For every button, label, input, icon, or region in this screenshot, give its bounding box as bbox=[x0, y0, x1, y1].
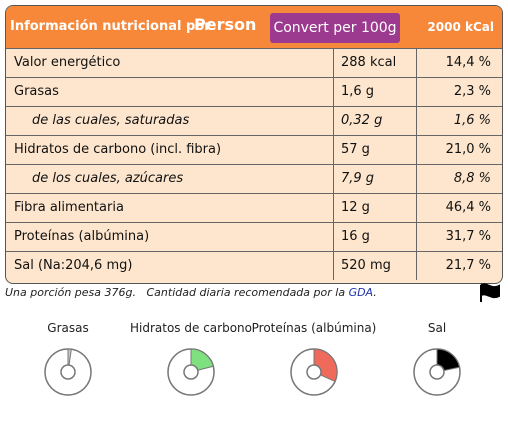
table-row: de las cuales, saturadas 0,32 g 1,6 % bbox=[6, 106, 502, 135]
table-cell: Proteínas (albúmina) bbox=[14, 229, 150, 244]
gauge-label: Proteínas (albúmina) bbox=[252, 321, 377, 335]
table-cell: Hidratos de carbono (incl. fibra) bbox=[14, 142, 222, 157]
column-separator bbox=[333, 194, 334, 222]
table-cell: Fibra alimentaria bbox=[14, 200, 124, 215]
table-cell: 14,4 % bbox=[445, 55, 491, 70]
table-row: Hidratos de carbono (incl. fibra) 57 g 21,… bbox=[6, 135, 502, 164]
table-row: Proteínas (albúmina) 16 g 31,7 % bbox=[6, 222, 502, 251]
gauge-wedge bbox=[190, 348, 214, 373]
column-separator bbox=[416, 107, 417, 135]
gauge-label: Grasas bbox=[47, 321, 88, 335]
gda-link[interactable]: GDA bbox=[348, 286, 374, 299]
table-cell: Sal (Na:204,6 mg) bbox=[14, 258, 133, 273]
column-separator bbox=[333, 223, 334, 251]
column-separator bbox=[416, 194, 417, 222]
column-separator bbox=[416, 223, 417, 251]
column-separator bbox=[333, 78, 334, 106]
table-header: Información nutricional por Person Conve… bbox=[6, 6, 502, 48]
table-cell: 8,8 % bbox=[453, 171, 491, 186]
column-separator bbox=[333, 252, 334, 280]
portion-note: Una porción pesa 376g. bbox=[5, 286, 136, 299]
gauge-hole bbox=[306, 364, 322, 380]
table-cell: 1,6 % bbox=[453, 113, 491, 128]
gda-note: Cantidad diaria recomendada por la bbox=[146, 286, 346, 299]
table-row: Fibra alimentaria 12 g 46,4 % bbox=[6, 193, 502, 222]
header-reference: 2000 kCal bbox=[427, 20, 494, 34]
table-row: Grasas 1,6 g 2,3 % bbox=[6, 77, 502, 106]
flag-icon[interactable] bbox=[477, 282, 503, 304]
column-separator bbox=[416, 49, 417, 77]
table-cell: 7,9 g bbox=[341, 171, 375, 186]
table-cell: 288 kcal bbox=[341, 55, 397, 70]
table-cell: de las cuales, saturadas bbox=[32, 113, 190, 128]
table-row: Valor energético 288 kcal 14,4 % bbox=[6, 48, 502, 77]
gauge-label: Hidratos de carbono bbox=[130, 321, 252, 335]
table-cell: 0,32 g bbox=[341, 113, 383, 128]
table-cell: 2,3 % bbox=[453, 84, 491, 99]
footer-end: . bbox=[373, 286, 377, 299]
column-separator bbox=[416, 252, 417, 280]
table-cell: 12 g bbox=[341, 200, 370, 215]
column-separator bbox=[333, 49, 334, 77]
convert-button[interactable]: Convert per 100g bbox=[270, 13, 400, 43]
footer: Una porción pesa 376g. Cantidad diaria r… bbox=[5, 286, 377, 299]
column-separator bbox=[416, 136, 417, 164]
table-cell: Valor energético bbox=[14, 55, 121, 70]
gauge-label: Sal bbox=[428, 321, 446, 335]
table-cell: 1,6 g bbox=[341, 84, 375, 99]
table-cell: 16 g bbox=[341, 229, 370, 244]
nutrition-table: Información nutricional por Person Conve… bbox=[5, 5, 503, 284]
table-cell: 21,7 % bbox=[445, 258, 491, 273]
column-separator bbox=[333, 107, 334, 135]
gauge-wedge bbox=[436, 348, 461, 373]
gauges: Grasas Hidratos de carbono Proteínas (albú… bbox=[44, 321, 461, 396]
gauge-hole bbox=[429, 364, 445, 380]
table-cell: 46,4 % bbox=[445, 200, 491, 215]
table-cell: 57 g bbox=[341, 142, 370, 157]
gauge-hole bbox=[60, 364, 76, 380]
table-row: Sal (Na:204,6 mg) 520 mg 21,7 % bbox=[6, 251, 502, 280]
table-cell: 31,7 % bbox=[445, 229, 491, 244]
column-separator bbox=[416, 165, 417, 193]
table-cell: Grasas bbox=[14, 84, 59, 99]
table-row: de los cuales, azúcares 7,9 g 8,8 % bbox=[6, 164, 502, 193]
gauge-hole bbox=[183, 364, 199, 380]
header-title: Información nutricional por bbox=[10, 19, 211, 34]
table-cell: 520 mg bbox=[341, 258, 391, 273]
table-cell: 21,0 % bbox=[445, 142, 491, 157]
column-separator bbox=[333, 165, 334, 193]
header-unit[interactable]: Person bbox=[194, 15, 257, 34]
column-separator bbox=[333, 136, 334, 164]
table-cell: de los cuales, azúcares bbox=[32, 171, 184, 186]
column-separator bbox=[416, 78, 417, 106]
